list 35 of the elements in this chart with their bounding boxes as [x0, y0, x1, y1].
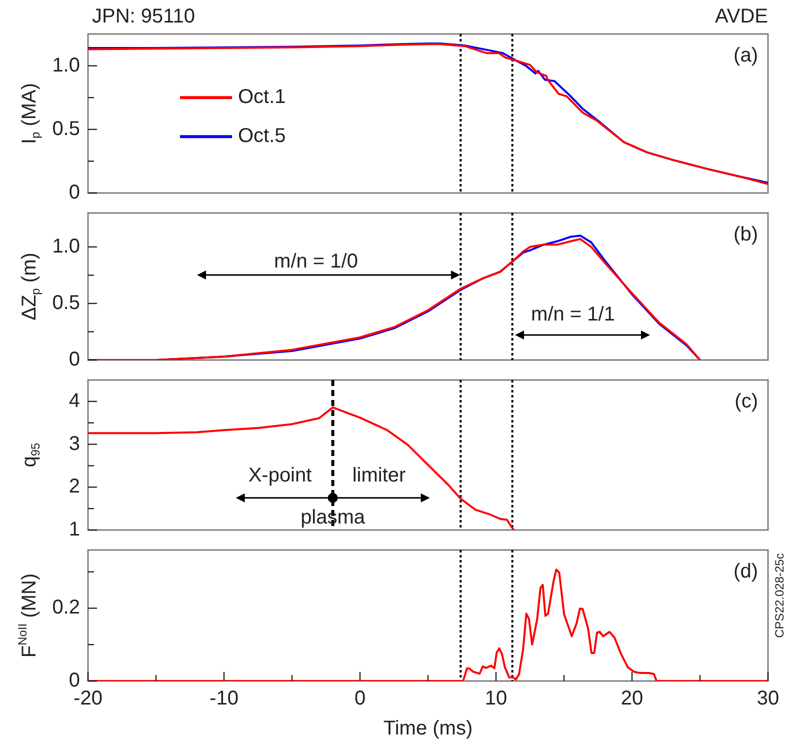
annotation: (d)	[734, 560, 758, 583]
x-tick-label: 10	[484, 688, 508, 710]
chart-title: JPN: 95110	[92, 6, 196, 28]
legend-label: Oct.5	[238, 125, 286, 148]
annotation: plasma	[300, 506, 366, 528]
annotation: (a)	[734, 44, 758, 67]
y-tick-label: 1	[68, 518, 80, 541]
annotation: (b)	[734, 224, 758, 246]
annotation: m/n = 1/1	[531, 304, 615, 326]
annotation: m/n = 1/0	[274, 250, 358, 273]
annotation: (c)	[734, 390, 758, 413]
y-tick-label: 0.2	[52, 596, 80, 619]
y-tick-label: 1.0	[52, 54, 80, 76]
x-axis-title: Time (ms)	[383, 718, 473, 740]
y-tick-label: 0	[68, 182, 80, 204]
y-tick-label: 4	[68, 390, 80, 412]
y-tick-label: 2	[68, 476, 80, 498]
y-axis-title: q95	[18, 442, 42, 468]
y-tick-label: 0.5	[52, 292, 80, 314]
annotation: X-point	[248, 464, 312, 487]
y-axis-title: ΔZp (m)	[18, 252, 42, 320]
x-tick-label: 0	[354, 688, 366, 710]
y-tick-label: 0.5	[52, 118, 80, 140]
annotation: limiter	[352, 464, 406, 487]
x-tick-label: -10	[210, 688, 238, 710]
x-tick-label: 20	[620, 688, 644, 710]
y-tick-label: 0	[68, 348, 80, 371]
x-tick-label: 30	[756, 688, 780, 710]
y-tick-label: 1.0	[52, 235, 80, 258]
y-axis-title: FNoII (MN)	[15, 573, 41, 658]
y-axis-title: Ip (MA)	[18, 82, 42, 144]
chart-subtitle: AVDE	[715, 6, 768, 28]
text: CPS22.028-25c	[772, 553, 786, 638]
y-tick-label: 3	[68, 432, 80, 455]
legend-label: Oct.1	[238, 86, 286, 108]
